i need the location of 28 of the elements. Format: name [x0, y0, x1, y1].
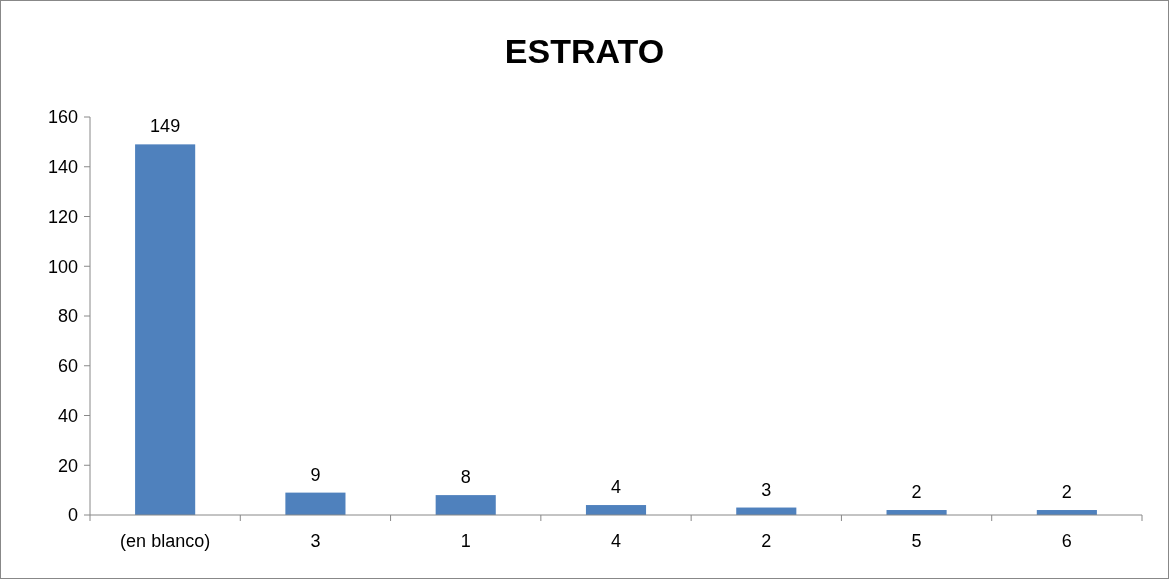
data-label: 4 — [610, 477, 622, 498]
y-tick-label: 120 — [47, 206, 78, 227]
bar — [585, 505, 647, 515]
data-label: 3 — [761, 479, 772, 500]
x-tick-label: 2 — [761, 531, 772, 551]
bar — [285, 492, 346, 515]
x-tick-label: 1 — [460, 531, 471, 551]
x-tick-label: 5 — [911, 531, 922, 551]
data-label: 2 — [1061, 482, 1072, 503]
bar — [135, 144, 196, 515]
y-tick-label: 100 — [47, 256, 78, 277]
y-tick-label: 0 — [67, 505, 78, 526]
x-tick-label: 4 — [610, 531, 622, 551]
x-tick-label: 3 — [310, 531, 321, 551]
x-tick-label: 6 — [1061, 531, 1072, 551]
data-label: 149 — [150, 116, 181, 137]
chart-title: ESTRATO — [504, 32, 665, 70]
data-label: 2 — [911, 482, 922, 503]
data-label: 9 — [310, 464, 321, 485]
data-label: 8 — [460, 467, 471, 488]
y-tick-label: 20 — [57, 455, 78, 476]
x-tick-label: (en blanco) — [120, 531, 211, 551]
bar — [435, 495, 496, 515]
y-tick-label: 60 — [57, 356, 78, 377]
y-tick-label: 80 — [57, 306, 78, 327]
y-tick-label: 160 — [47, 107, 78, 128]
y-tick-label: 140 — [47, 157, 78, 178]
y-tick-label: 40 — [57, 405, 78, 426]
